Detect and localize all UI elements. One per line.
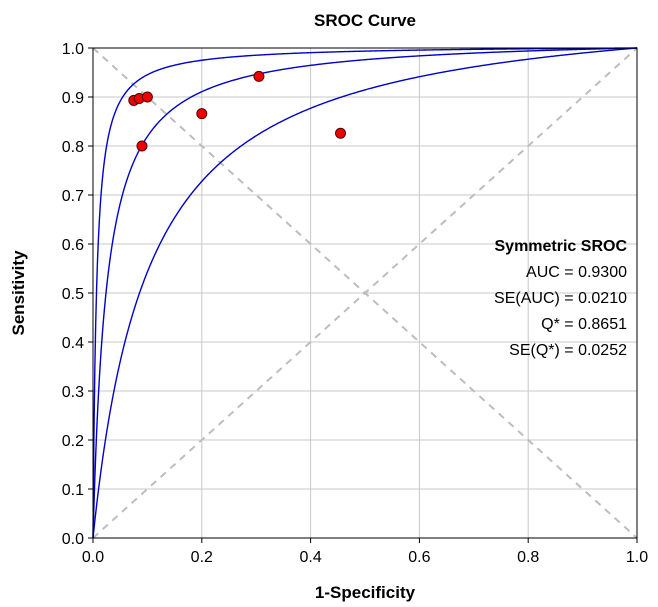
y-tick-label: 0.5 [62, 286, 84, 303]
x-axis-ticks: 0.0 0.2 0.4 0.6 0.8 1.0 [82, 538, 648, 566]
y-tick-label: 0.9 [62, 90, 84, 107]
stat-se-q-star: SE(Q*) = 0.0252 [509, 342, 627, 359]
stats-title: Symmetric SROC [495, 238, 628, 255]
study-point [253, 70, 265, 82]
sroc-curve-middle [92, 47, 638, 539]
sroc-curve-lower [92, 47, 638, 539]
diagonal-lines [92, 47, 638, 539]
y-tick-label: 0.0 [62, 531, 84, 548]
study-points [128, 70, 347, 152]
sroc-curve-upper [92, 47, 638, 539]
study-point [196, 108, 208, 120]
x-tick-label: 0.8 [517, 549, 539, 566]
y-tick-label: 0.7 [62, 188, 84, 205]
stat-auc: AUC = 0.9300 [526, 264, 627, 281]
stat-se-auc: SE(AUC) = 0.0210 [494, 290, 627, 307]
x-tick-label: 0.6 [408, 549, 430, 566]
study-point [136, 140, 148, 152]
y-tick-label: 0.2 [62, 433, 84, 450]
y-tick-label: 0.1 [62, 482, 84, 499]
study-point [335, 127, 347, 139]
x-tick-label: 1.0 [626, 549, 648, 566]
y-axis-label: Sensitivity [9, 250, 28, 336]
y-tick-label: 0.3 [62, 384, 84, 401]
y-axis-ticks: 0.0 0.1 0.2 0.3 0.4 0.5 0.6 0.7 0.8 0.9 1.0 [62, 41, 93, 548]
chart-title: SROC Curve [314, 11, 416, 30]
x-tick-label: 0.2 [191, 549, 213, 566]
stat-q-star: Q* = 0.8651 [541, 316, 627, 333]
sroc-curves [92, 47, 638, 539]
y-tick-label: 0.6 [62, 237, 84, 254]
y-tick-label: 0.4 [62, 335, 84, 352]
x-tick-label: 0.4 [299, 549, 321, 566]
y-tick-label: 0.8 [62, 139, 84, 156]
x-tick-label: 0.0 [82, 549, 104, 566]
y-tick-label: 1.0 [62, 41, 84, 58]
stats-annotation: Symmetric SROC AUC = 0.9300 SE(AUC) = 0.… [494, 238, 627, 359]
study-point [141, 91, 153, 103]
anti-diagonal [92, 47, 638, 539]
x-axis-label: 1-Specificity [315, 583, 416, 602]
grid [92, 47, 638, 539]
